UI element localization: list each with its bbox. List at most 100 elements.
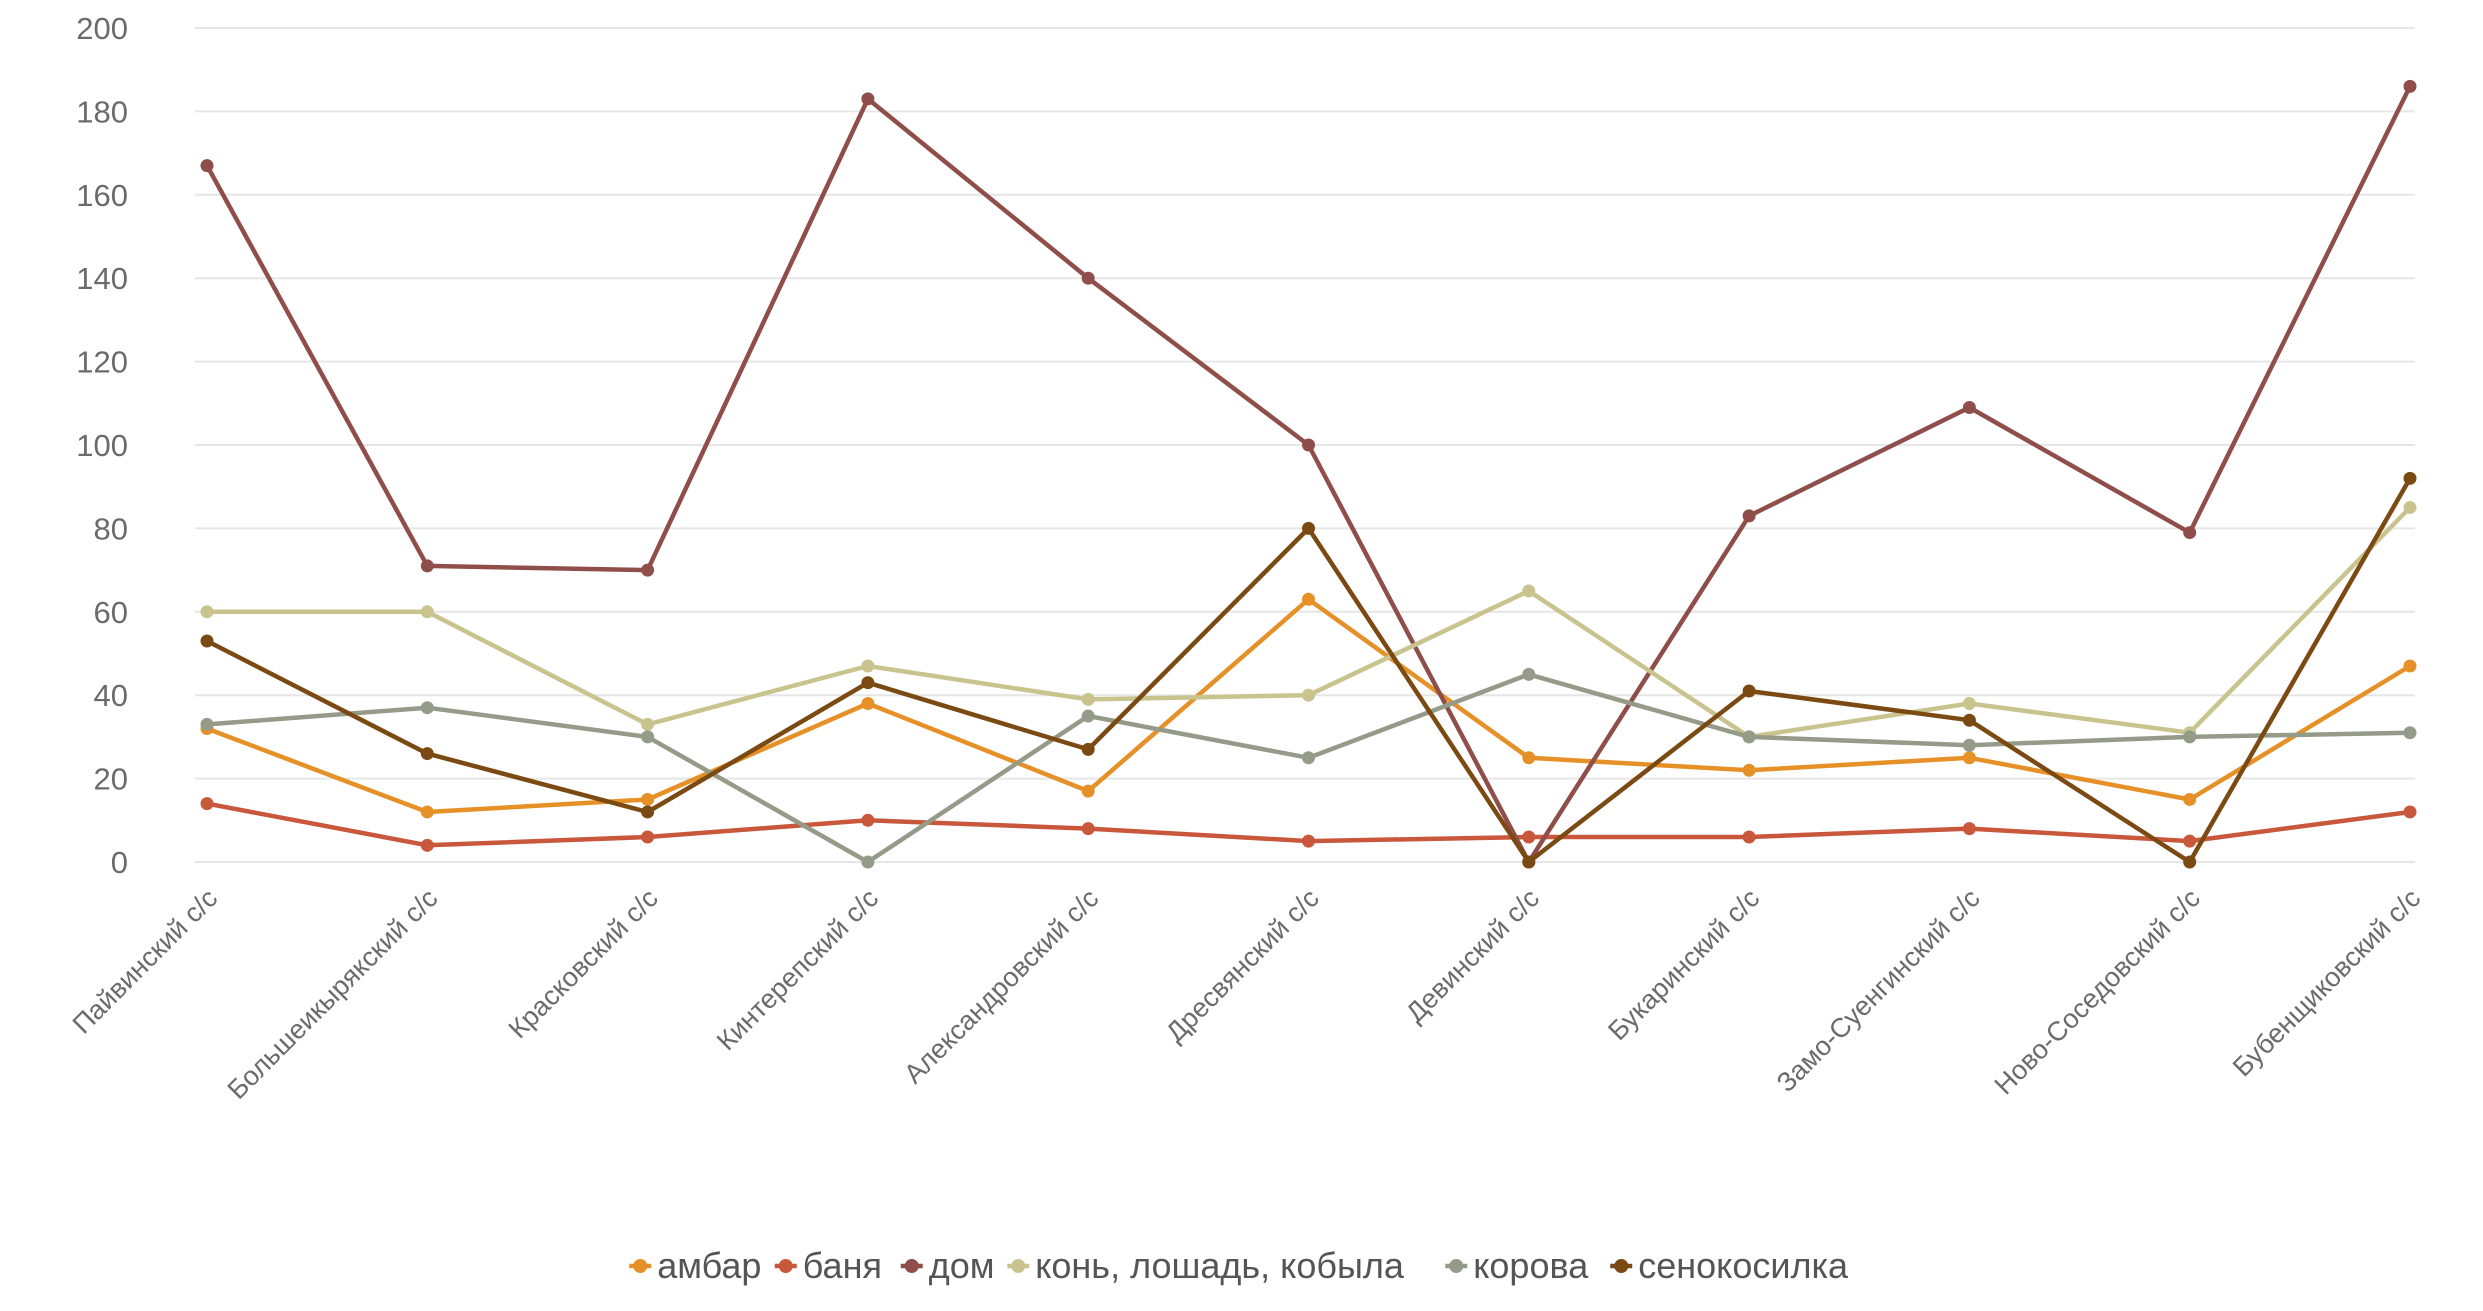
data-point bbox=[861, 659, 875, 673]
y-tick-label: 40 bbox=[94, 678, 128, 713]
data-point bbox=[861, 676, 875, 690]
series-4 bbox=[200, 501, 2417, 744]
series-1 bbox=[200, 592, 2417, 819]
y-tick-label: 180 bbox=[76, 94, 128, 129]
data-point bbox=[420, 805, 434, 819]
data-point bbox=[1081, 271, 1095, 285]
y-tick-label: 200 bbox=[76, 11, 128, 46]
data-point bbox=[1522, 830, 1536, 844]
data-point bbox=[1742, 763, 1756, 777]
data-point bbox=[1962, 751, 1976, 765]
x-category-label: Бубенщиковский с/с bbox=[2227, 883, 2426, 1082]
legend-marker bbox=[1011, 1259, 1026, 1273]
data-point bbox=[861, 813, 875, 827]
data-point bbox=[1962, 697, 1976, 711]
legend-label: сенокосилка bbox=[1638, 1245, 1849, 1286]
data-point bbox=[641, 563, 655, 577]
legend-item: дом bbox=[900, 1245, 995, 1286]
data-point bbox=[641, 830, 655, 844]
x-category-label: Красковский с/с bbox=[503, 883, 664, 1044]
x-category-label: Кинтерепский с/с bbox=[711, 883, 884, 1056]
y-tick-label: 0 bbox=[111, 845, 128, 880]
legend-marker bbox=[904, 1259, 919, 1273]
data-point bbox=[1081, 692, 1095, 706]
legend-item: амбар bbox=[629, 1245, 761, 1286]
legend-label: корова bbox=[1473, 1245, 1589, 1286]
y-axis-tick-labels: 0 20 40 60 80 100 120 140 160 180 200 bbox=[76, 11, 128, 880]
legend: амбар баня дом конь, лошадь, кобыла корова се… bbox=[629, 1245, 1849, 1286]
series-line bbox=[204, 597, 2413, 815]
data-point bbox=[2183, 834, 2197, 848]
y-tick-label: 140 bbox=[76, 261, 128, 296]
data-point bbox=[1522, 855, 1536, 869]
data-point bbox=[2183, 855, 2197, 869]
data-point bbox=[2403, 471, 2417, 485]
legend-item: конь, лошадь, кобыла bbox=[1007, 1245, 1405, 1286]
x-category-label: Букаринский с/с bbox=[1602, 883, 1765, 1046]
data-point bbox=[200, 717, 214, 731]
data-point bbox=[420, 701, 434, 715]
data-point bbox=[200, 797, 214, 811]
data-point bbox=[1081, 742, 1095, 756]
data-point bbox=[641, 717, 655, 731]
data-point bbox=[1962, 822, 1976, 836]
x-category-label: Александровский с/с bbox=[898, 883, 1104, 1089]
data-point bbox=[1742, 730, 1756, 744]
data-point bbox=[2403, 726, 2417, 740]
series-layer bbox=[200, 79, 2417, 869]
x-category-label: Ново-Соседовский с/с bbox=[1989, 883, 2206, 1100]
data-point bbox=[1081, 822, 1095, 836]
series-line bbox=[204, 84, 2413, 865]
series-5 bbox=[200, 667, 2417, 869]
y-tick-label: 120 bbox=[76, 345, 128, 380]
data-point bbox=[641, 792, 655, 806]
y-tick-label: 100 bbox=[76, 428, 128, 463]
series-6 bbox=[200, 471, 2417, 869]
data-point bbox=[1302, 688, 1315, 702]
data-point bbox=[1081, 709, 1095, 723]
x-category-label: Замо-Суенгинский с/с bbox=[1771, 883, 1986, 1098]
data-point bbox=[1962, 713, 1976, 727]
data-point bbox=[420, 605, 434, 619]
data-point bbox=[420, 838, 434, 852]
data-point bbox=[1302, 834, 1315, 848]
data-point bbox=[2183, 792, 2197, 806]
y-tick-label: 80 bbox=[94, 511, 128, 546]
data-point bbox=[641, 805, 655, 819]
x-category-label: Девинский с/с bbox=[1400, 883, 1545, 1028]
series-3 bbox=[200, 79, 2417, 869]
legend-marker bbox=[778, 1259, 793, 1273]
data-point bbox=[420, 559, 434, 573]
x-category-label: Пайвинский с/с bbox=[67, 883, 224, 1040]
data-point bbox=[1742, 509, 1756, 523]
x-category-label: Дресвянский с/с bbox=[1160, 883, 1325, 1048]
data-point bbox=[200, 634, 214, 648]
data-point bbox=[1522, 751, 1536, 765]
data-point bbox=[641, 730, 655, 744]
data-point bbox=[1742, 684, 1756, 698]
data-point bbox=[420, 747, 434, 761]
data-point bbox=[1302, 751, 1315, 765]
data-point bbox=[2403, 805, 2417, 819]
series-2 bbox=[200, 797, 2417, 852]
data-point bbox=[861, 92, 875, 106]
y-tick-label: 20 bbox=[94, 762, 128, 797]
data-point bbox=[2403, 501, 2417, 515]
legend-marker bbox=[1614, 1259, 1629, 1273]
legend-label: баня bbox=[803, 1245, 882, 1286]
legend-label: конь, лошадь, кобыла bbox=[1035, 1245, 1405, 1286]
legend-label: амбар bbox=[657, 1245, 761, 1286]
data-point bbox=[861, 697, 875, 711]
y-tick-label: 160 bbox=[76, 178, 128, 213]
data-point bbox=[1302, 592, 1315, 606]
legend-item: сенокосилка bbox=[1610, 1245, 1849, 1286]
series-line bbox=[204, 505, 2413, 740]
legend-label: дом bbox=[929, 1245, 995, 1286]
data-point bbox=[1081, 784, 1095, 798]
data-point bbox=[200, 159, 214, 173]
data-point bbox=[1522, 667, 1536, 681]
legend-marker bbox=[633, 1259, 648, 1273]
